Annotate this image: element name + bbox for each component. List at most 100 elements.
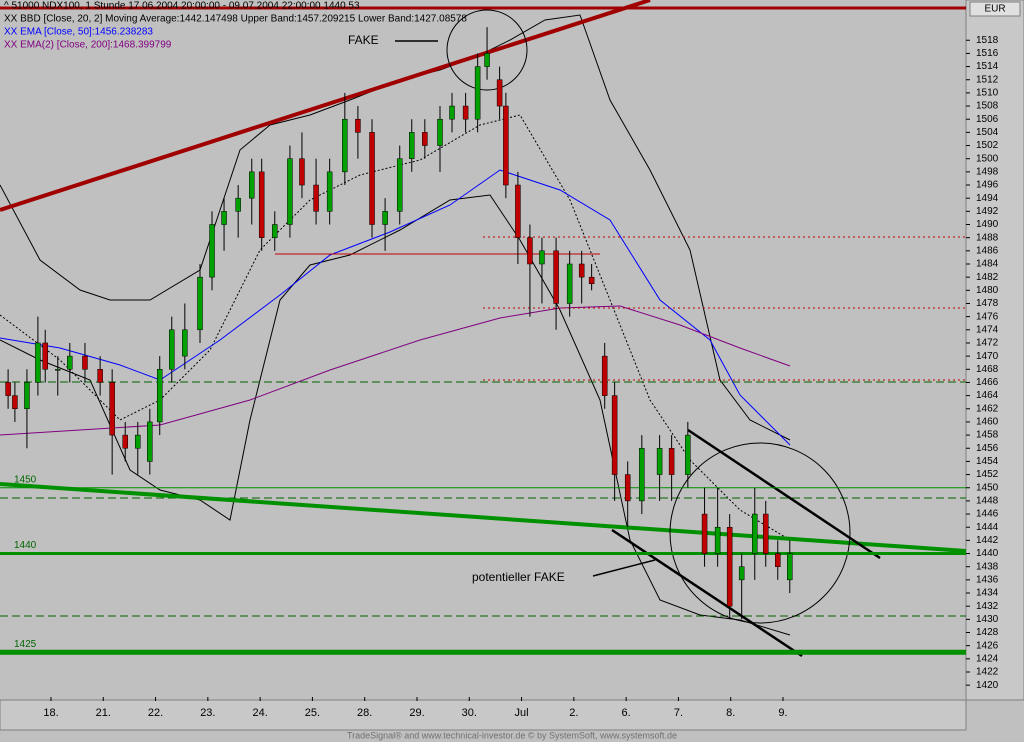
candle-body (422, 132, 428, 146)
y-tick-label: 1488 (976, 232, 999, 243)
candle-body (258, 171, 265, 238)
x-tick-label: 24. (252, 707, 267, 719)
legend-entry: ^ 51000 NDX100, 1 Stunde 17.06.2004 20:0… (4, 1, 360, 12)
y-tick-label: 1516 (976, 48, 999, 59)
candle-body (624, 474, 631, 502)
candle-body (611, 395, 618, 475)
x-tick-label: 2. (569, 707, 578, 719)
candle-body (503, 105, 509, 186)
y-tick-label: 1500 (976, 153, 999, 164)
y-tick-label: 1468 (976, 364, 999, 375)
candle-body (42, 342, 48, 370)
candle-body (169, 329, 175, 370)
candle-body (685, 434, 691, 475)
y-tick-label: 1466 (976, 377, 999, 388)
y-tick-label: 1502 (976, 140, 999, 151)
x-tick-label: 18. (43, 707, 58, 719)
y-tick-label: 1514 (976, 61, 999, 72)
y-tick-label: 1512 (976, 74, 999, 85)
y-tick-label: 1446 (976, 509, 999, 520)
y-tick-label: 1484 (976, 259, 999, 270)
y-tick-label: 1424 (976, 653, 999, 664)
candle-body (299, 158, 305, 186)
y-tick-label: 1440 (976, 548, 999, 559)
candle-body (515, 184, 521, 238)
x-tick-label: 7. (674, 707, 683, 719)
y-tick-label: 1518 (976, 35, 999, 46)
candle-body (24, 382, 30, 410)
trend-line (0, 482, 967, 553)
footer: TradeSignal® and www.technical-investor.… (347, 730, 677, 740)
y-tick-label: 1470 (976, 351, 999, 362)
candle-body (382, 211, 388, 225)
y-tick-label: 1432 (976, 601, 999, 612)
candle-body (272, 224, 278, 238)
y-tick-label: 1482 (976, 272, 999, 283)
y-tick-label: 1436 (976, 575, 999, 586)
currency: EUR (984, 4, 1005, 15)
y-tick-label: 1480 (976, 285, 999, 296)
level-label: 1425 (14, 639, 37, 650)
y-tick-label: 1508 (976, 101, 999, 112)
trend-line (0, 0, 651, 212)
candle-body (355, 118, 361, 133)
y-tick-label: 1464 (976, 390, 999, 401)
candle-body (109, 382, 115, 436)
x-tick-label: Jul (515, 707, 529, 719)
candle-body (12, 395, 18, 410)
y-tick-label: 1478 (976, 298, 999, 309)
candle-body (5, 382, 11, 396)
y-tick-label: 1450 (976, 482, 999, 493)
y-tick-label: 1444 (976, 522, 999, 533)
bollinger-middle (0, 114, 791, 541)
y-tick-label: 1492 (976, 206, 999, 217)
legend-entry: XX EMA(2) [Close, 200]:1468.399799 (4, 40, 172, 51)
annotation: potentieller FAKE (472, 570, 565, 584)
y-tick-label: 1422 (976, 667, 999, 678)
candle-body (437, 118, 443, 146)
y-tick-label: 1452 (976, 469, 999, 480)
annotation: FAKE (348, 33, 379, 47)
y-tick-label: 1498 (976, 167, 999, 178)
candle-body (462, 105, 469, 120)
bollinger-lower (0, 194, 791, 636)
candle-body (668, 447, 675, 475)
y-tick-label: 1458 (976, 430, 999, 441)
candle-body (566, 263, 573, 304)
y-axis-panel (965, 0, 1024, 701)
y-tick-label: 1442 (976, 535, 999, 546)
candle-body (449, 105, 455, 120)
candle-body (484, 53, 490, 67)
y-tick-label: 1506 (976, 114, 999, 125)
circle (446, 9, 528, 91)
y-tick-label: 1474 (976, 324, 999, 335)
y-tick-label: 1438 (976, 561, 999, 572)
channel-line (687, 428, 881, 560)
level-label: 1450 (14, 474, 37, 485)
candle-body (287, 158, 293, 225)
candle-body (369, 132, 375, 225)
candle-body (578, 263, 585, 278)
candle-body (197, 276, 203, 331)
y-tick-label: 1428 (976, 627, 999, 638)
x-tick-label: 6. (622, 707, 631, 719)
candle-body (775, 553, 781, 567)
y-tick-label: 1460 (976, 417, 999, 428)
y-tick-label: 1426 (976, 640, 999, 651)
candle-body (656, 447, 663, 475)
candle-body (135, 434, 141, 449)
y-tick-label: 1510 (976, 88, 999, 99)
y-tick-label: 1434 (976, 588, 999, 599)
y-tick-label: 1462 (976, 403, 999, 414)
candle-body (527, 237, 533, 265)
candle-body (496, 79, 503, 107)
candle-body (701, 513, 708, 554)
candle-body (235, 197, 241, 212)
candle-body (553, 250, 559, 304)
y-tick-label: 1420 (976, 680, 999, 691)
x-tick-label: 8. (726, 707, 735, 719)
candle-body (396, 158, 403, 212)
candle-body (714, 526, 721, 554)
